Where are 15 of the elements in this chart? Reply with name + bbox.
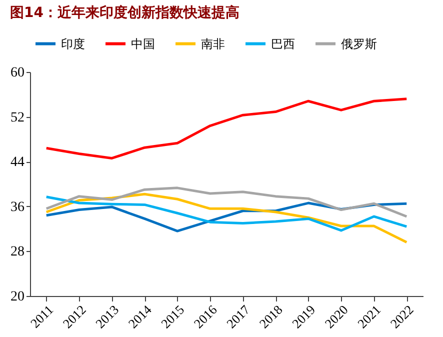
legend-label: 南非 [201,36,225,51]
y-tick-label: 20 [10,290,24,304]
y-tick-label: 52 [10,110,24,126]
line-series [45,186,408,218]
y-tick-label: 36 [10,200,24,215]
legend-label: 俄罗斯 [341,36,377,51]
chart-title: 图14：近年来印度创新指数快速提高 [10,4,240,21]
legend-label: 中国 [131,36,155,51]
legend-label: 巴西 [271,36,295,51]
line-series [45,196,408,232]
legend-label: 印度 [61,36,85,51]
y-tick-label: 28 [10,244,24,260]
line-series [45,98,408,160]
y-tick-label: 44 [10,155,24,170]
y-tick-label: 60 [10,66,24,80]
